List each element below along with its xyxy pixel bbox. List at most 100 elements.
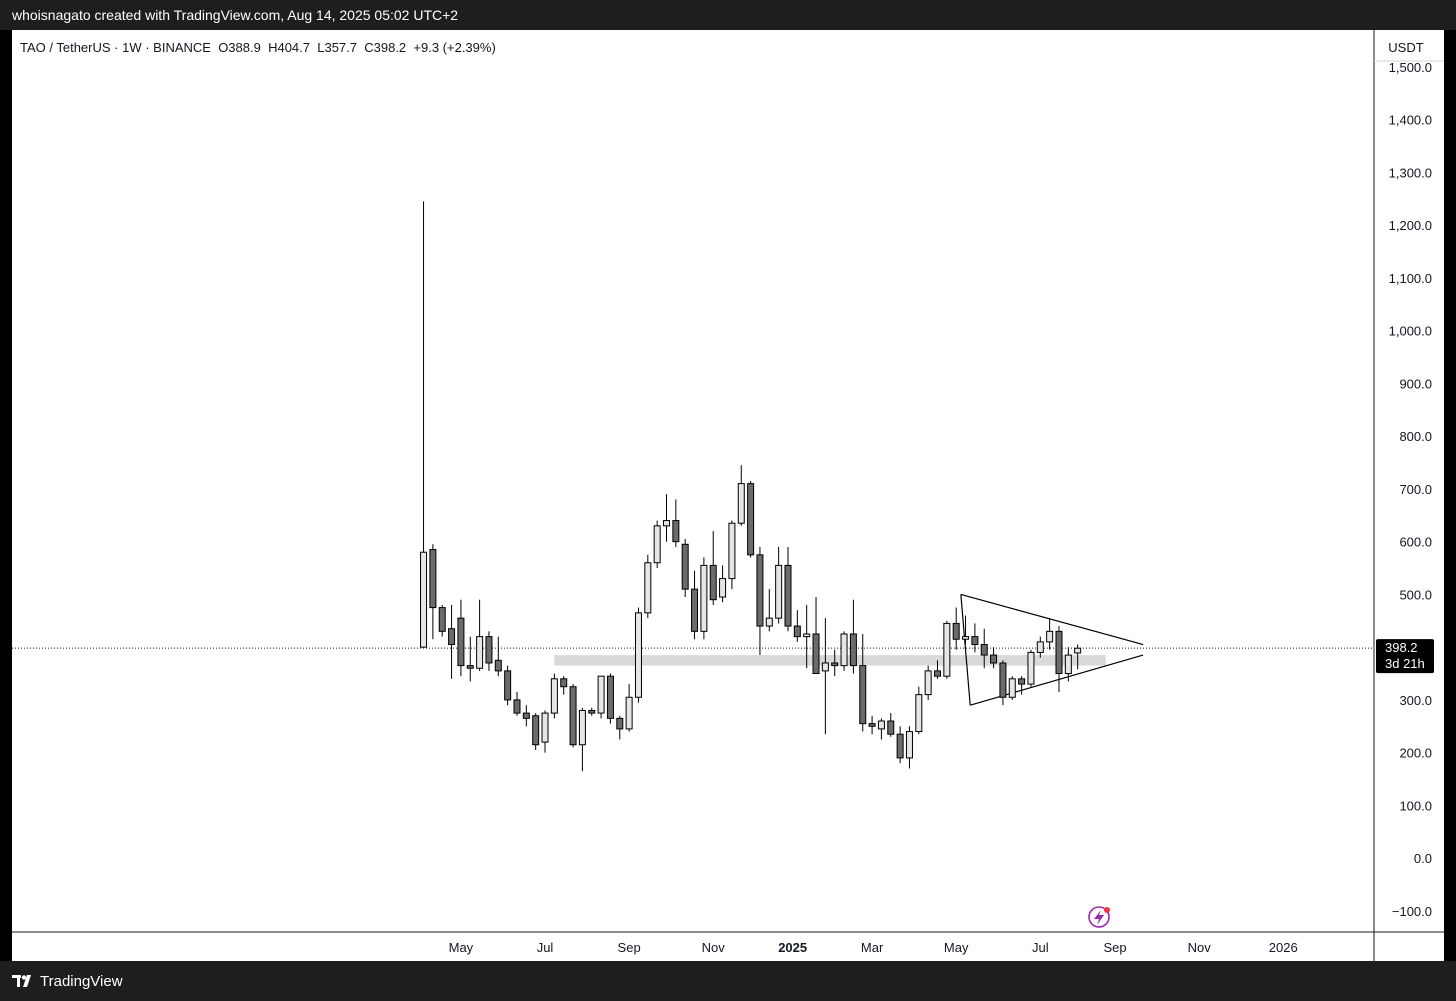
candle[interactable] (1055, 626, 1063, 692)
candle-body (448, 628, 456, 646)
candle[interactable] (420, 201, 428, 648)
candle[interactable] (700, 557, 708, 640)
candle[interactable] (560, 676, 568, 695)
candle[interactable] (569, 684, 577, 748)
candle[interactable] (849, 599, 857, 674)
candle[interactable] (504, 665, 512, 706)
triangle-upper-trendline[interactable] (960, 593, 1144, 646)
candle-body (709, 564, 717, 601)
x-tick-label: Nov (1188, 940, 1212, 955)
candle[interactable] (784, 546, 792, 632)
ohlc-high: H404.7 (268, 40, 310, 55)
candle[interactable] (1074, 644, 1082, 670)
candle[interactable] (494, 636, 502, 677)
candle-body (429, 549, 437, 609)
candle-body (952, 622, 960, 640)
candle[interactable] (663, 494, 671, 542)
candle-body (999, 662, 1007, 698)
candle[interactable] (476, 599, 484, 671)
candle[interactable] (429, 544, 437, 640)
last-price-tag (1376, 639, 1434, 674)
y-tick-label: 1,300.0 (1389, 165, 1432, 180)
y-tick-label: 0.0 (1414, 851, 1432, 866)
candle[interactable] (737, 465, 745, 526)
candle[interactable] (578, 707, 586, 772)
candle[interactable] (522, 705, 530, 727)
triangle-lower-trendline[interactable] (970, 654, 1144, 706)
candle[interactable] (934, 660, 942, 679)
candle[interactable] (980, 628, 988, 669)
candle[interactable] (466, 636, 474, 682)
candle[interactable] (719, 565, 727, 603)
candle[interactable] (691, 570, 699, 640)
tradingview-logo[interactable]: TradingView (12, 971, 123, 991)
candle-body (1018, 678, 1026, 685)
candle-body (943, 622, 951, 677)
candle[interactable] (1008, 676, 1016, 700)
candle[interactable] (616, 715, 624, 740)
candle[interactable] (868, 715, 876, 735)
candle[interactable] (550, 673, 558, 719)
candle[interactable] (448, 604, 456, 679)
candle[interactable] (943, 620, 951, 679)
candle[interactable] (877, 718, 885, 740)
candle[interactable] (990, 647, 998, 669)
candle[interactable] (606, 673, 614, 724)
candle[interactable] (513, 691, 521, 716)
candle[interactable] (653, 520, 661, 569)
candle[interactable] (887, 713, 895, 737)
candle[interactable] (532, 713, 540, 751)
candle[interactable] (1018, 676, 1026, 695)
candle[interactable] (840, 631, 848, 671)
candle[interactable] (541, 710, 549, 753)
candle-body (803, 633, 811, 638)
candle[interactable] (1046, 618, 1054, 650)
candle[interactable] (709, 531, 717, 605)
candle[interactable] (588, 707, 596, 716)
candle-body (691, 588, 699, 632)
candle[interactable] (597, 675, 605, 719)
candle[interactable] (896, 726, 904, 764)
candle-body (1036, 641, 1044, 653)
y-tick-label: −100.0 (1392, 904, 1432, 919)
candle-body (859, 665, 867, 725)
candle[interactable] (821, 618, 829, 735)
candle[interactable] (634, 607, 642, 703)
candle[interactable] (681, 539, 689, 598)
candle[interactable] (793, 610, 801, 642)
candle[interactable] (924, 665, 932, 700)
candle[interactable] (1064, 647, 1072, 682)
candle[interactable] (485, 631, 493, 671)
candle[interactable] (672, 499, 680, 547)
candle[interactable] (859, 633, 867, 732)
candle-body (812, 633, 820, 675)
candle[interactable] (812, 597, 820, 675)
lightning-icon[interactable] (1088, 906, 1110, 928)
candle[interactable] (728, 520, 736, 590)
candle[interactable] (765, 589, 773, 632)
candle[interactable] (625, 684, 633, 732)
candle[interactable] (775, 546, 783, 624)
candle[interactable] (999, 660, 1007, 706)
candle[interactable] (962, 615, 970, 645)
candle[interactable] (457, 599, 465, 677)
candle-body (1008, 678, 1016, 698)
candle[interactable] (971, 623, 979, 653)
candle[interactable] (438, 604, 446, 637)
candle-body (924, 670, 932, 696)
candle[interactable] (1027, 649, 1035, 687)
candle[interactable] (644, 554, 652, 619)
candle-body (513, 699, 521, 714)
candle[interactable] (831, 649, 839, 677)
candle[interactable] (756, 546, 764, 656)
candle[interactable] (915, 686, 923, 735)
support-zone (554, 655, 1106, 666)
candle[interactable] (747, 481, 755, 558)
candle[interactable] (905, 726, 913, 769)
candle[interactable] (803, 604, 811, 669)
triangle-left-edge[interactable] (960, 594, 971, 706)
candle[interactable] (952, 607, 960, 650)
candle[interactable] (1036, 636, 1044, 658)
chart-credit: whoisnagato created with TradingView.com… (12, 7, 459, 23)
